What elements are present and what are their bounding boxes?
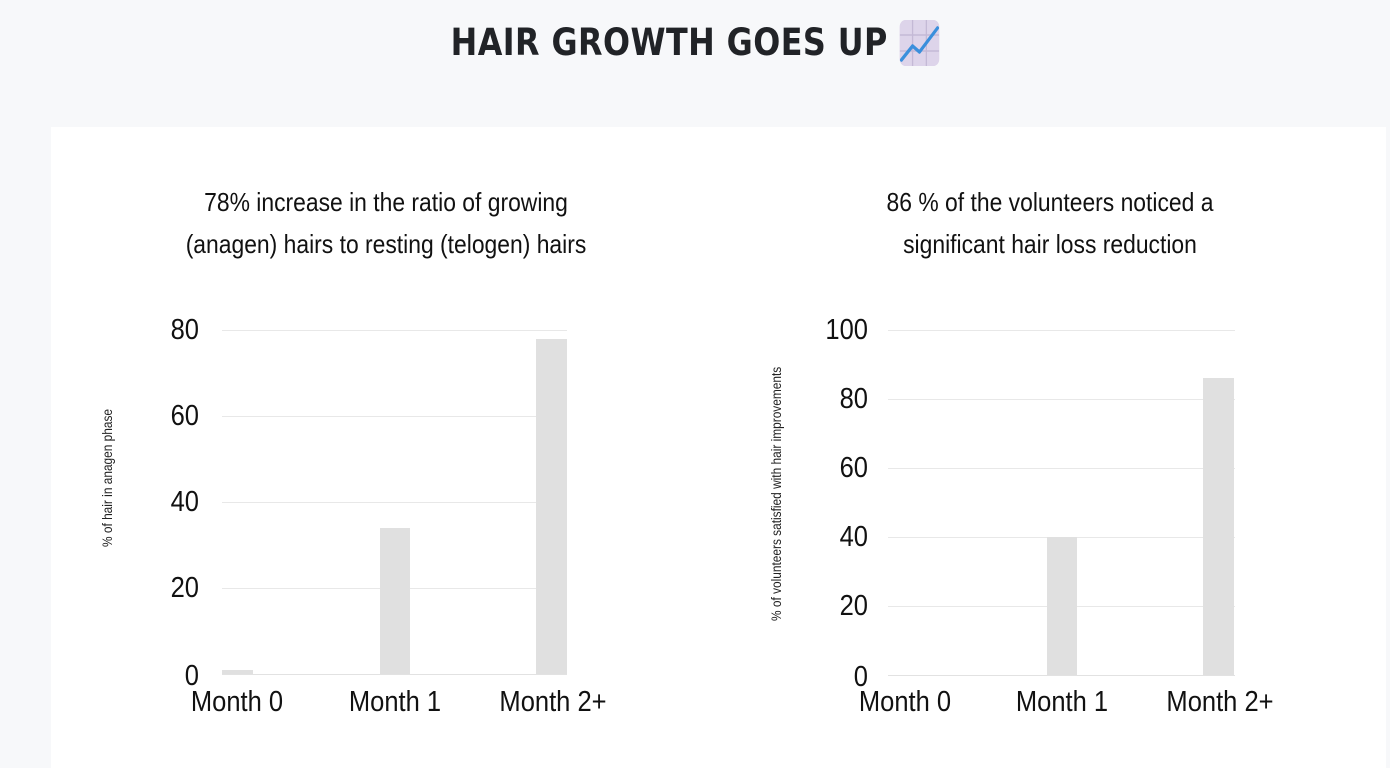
chart-title-line: 78% increase in the ratio of growing <box>204 187 568 217</box>
bar-month-1 <box>1047 537 1077 675</box>
x-tick-label: Month 2+ <box>499 686 607 718</box>
x-axis-line <box>888 675 1235 676</box>
chart-title-line: (anagen) hairs to resting (telogen) hair… <box>185 229 587 259</box>
gridline <box>222 502 567 503</box>
y-axis-label: % of hair in anagen phase <box>100 408 115 547</box>
x-tick-label: Month 1 <box>348 686 442 718</box>
y-tick: 20 <box>170 572 199 604</box>
gridline <box>888 468 1235 469</box>
gridline <box>888 330 1235 331</box>
chart-increasing-icon <box>899 20 940 66</box>
y-axis-label: % of volunteers satisfied with hair impr… <box>769 366 784 621</box>
gridline <box>888 399 1235 400</box>
y-tick: 100 <box>825 314 868 346</box>
x-tick-label: Month 2+ <box>1166 686 1274 718</box>
bar-month-0 <box>222 670 253 674</box>
anagen-ratio-chart: 78% increase in the ratio of growing (an… <box>51 127 718 768</box>
bar-month-1 <box>380 528 410 674</box>
y-tick: 0 <box>853 661 868 693</box>
x-axis-line <box>222 674 567 675</box>
chart-title: 78% increase in the ratio of growing (an… <box>126 181 645 265</box>
y-tick: 80 <box>839 383 868 415</box>
page-title-text: HAIR GROWTH GOES UP <box>450 21 888 64</box>
x-tick-label: Month 0 <box>858 686 952 718</box>
x-tick-label: Month 1 <box>1015 686 1109 718</box>
chart-title: 86 % of the volunteers noticed a signifi… <box>789 181 1312 265</box>
x-tick-label: Month 0 <box>190 686 284 718</box>
bar-month-2-plus <box>536 339 567 674</box>
y-tick: 0 <box>184 660 199 692</box>
y-tick: 40 <box>170 486 199 518</box>
y-tick: 40 <box>839 521 868 553</box>
page-title: HAIR GROWTH GOES UP <box>97 18 1292 68</box>
chart-title-line: significant hair loss reduction <box>903 229 1197 259</box>
y-tick: 60 <box>170 400 199 432</box>
gridline <box>222 416 567 417</box>
chart-title-line: 86 % of the volunteers noticed a <box>886 187 1214 217</box>
gridline <box>222 330 567 331</box>
bar-month-2-plus <box>1203 378 1234 675</box>
y-tick: 80 <box>170 314 199 346</box>
y-tick: 20 <box>839 590 868 622</box>
charts-card: 78% increase in the ratio of growing (an… <box>51 127 1386 768</box>
y-tick: 60 <box>839 452 868 484</box>
volunteer-satisfaction-chart: 86 % of the volunteers noticed a signifi… <box>718 127 1386 768</box>
